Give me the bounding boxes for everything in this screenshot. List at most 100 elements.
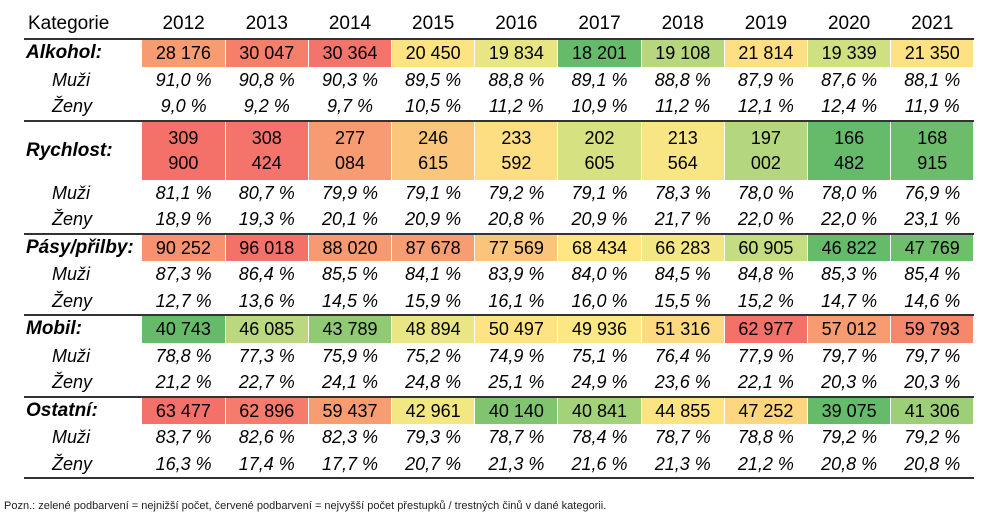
share-cell: 79,1 % bbox=[405, 182, 462, 203]
header-year: 2021 bbox=[911, 13, 954, 34]
women-row-label: Ženy bbox=[52, 290, 93, 311]
men-row-label: Muži bbox=[52, 345, 91, 366]
share-cell: 85,3 % bbox=[821, 264, 878, 284]
total-cell: 40 743 bbox=[142, 315, 226, 343]
share-cell: 79,7 % bbox=[821, 345, 878, 366]
category-label: Ostatní: bbox=[26, 399, 98, 421]
total-row: Pásy/přilby: 90 252 96 018 88 020 87 678 77 5… bbox=[24, 233, 975, 261]
men-row: Muži 83,7 % 82,6 % 82,3 % 79,3 % 78,7 % 78,4 %… bbox=[24, 424, 974, 451]
share-cell: 82,6 % bbox=[238, 427, 295, 447]
header-year: 2013 bbox=[245, 13, 288, 34]
share-cell: 20,3 % bbox=[821, 372, 878, 392]
share-cell: 16,0 % bbox=[571, 290, 628, 311]
share-cell: 90,8 % bbox=[238, 69, 295, 90]
share-cell: 88,1 % bbox=[904, 69, 961, 90]
share-cell: 78,3 % bbox=[654, 182, 711, 203]
share-cell: 88,8 % bbox=[654, 69, 711, 90]
share-cell: 78,8 % bbox=[737, 427, 794, 447]
men-row: Muži 78,8 % 77,3 % 75,9 % 75,2 % 74,9 % 75,1 %… bbox=[24, 343, 974, 370]
total-cell: 213 564 bbox=[641, 120, 725, 180]
share-cell: 78,0 % bbox=[821, 182, 878, 203]
total-cell-line: 615 bbox=[418, 152, 449, 173]
total-cell-line: 605 bbox=[584, 152, 615, 173]
total-cell-line: 915 bbox=[917, 152, 948, 173]
total-cell: 50 497 bbox=[474, 315, 559, 343]
share-cell: 15,9 % bbox=[405, 290, 462, 311]
share-cell: 84,8 % bbox=[737, 264, 794, 284]
category-group: Mobil: 40 743 46 085 43 789 48 894 50 497 49 9… bbox=[24, 315, 975, 397]
women-row-label: Ženy bbox=[52, 372, 93, 392]
share-cell: 23,6 % bbox=[654, 372, 711, 392]
men-row: Muži 87,3 % 86,4 % 85,5 % 84,1 % 83,9 % 84,0 %… bbox=[24, 261, 974, 288]
share-cell: 88,8 % bbox=[488, 69, 545, 90]
men-row: Muži 91,0 % 90,8 % 90,3 % 89,5 % 88,8 % 89,1 %… bbox=[24, 67, 974, 94]
women-row: Ženy 16,3 % 17,4 % 17,7 % 20,7 % 21,3 % 21,6 %… bbox=[24, 451, 974, 479]
share-cell: 85,5 % bbox=[321, 264, 378, 284]
share-cell: 24,8 % bbox=[405, 372, 462, 392]
total-cell: 62 896 bbox=[225, 396, 309, 424]
total-cell-line: 564 bbox=[667, 152, 698, 173]
total-cell: 90 252 bbox=[142, 233, 226, 261]
share-cell: 87,6 % bbox=[821, 69, 878, 90]
total-cell: 19 339 bbox=[807, 39, 892, 67]
share-cell: 79,2 % bbox=[488, 182, 545, 203]
share-cell: 20,9 % bbox=[405, 209, 462, 229]
total-row: Alkohol: 28 176 30 047 30 364 20 450 19 834 18… bbox=[24, 39, 975, 67]
share-cell: 9,0 % bbox=[160, 96, 207, 116]
share-cell: 87,3 % bbox=[155, 264, 212, 284]
share-cell: 10,5 % bbox=[405, 96, 462, 116]
total-cell: 19 108 bbox=[641, 39, 725, 67]
header-year: 2016 bbox=[495, 13, 538, 34]
share-cell: 21,6 % bbox=[571, 453, 628, 474]
total-cell: 47 252 bbox=[724, 396, 809, 424]
share-cell: 79,7 % bbox=[904, 345, 961, 366]
share-cell: 85,4 % bbox=[904, 264, 961, 284]
total-cell-line: 084 bbox=[334, 152, 365, 173]
share-cell: 23,1 % bbox=[904, 209, 961, 229]
header-year: 2018 bbox=[661, 13, 704, 34]
share-cell: 20,8 % bbox=[488, 209, 545, 229]
share-cell: 15,5 % bbox=[654, 290, 711, 311]
share-cell: 83,9 % bbox=[488, 264, 545, 284]
share-cell: 78,7 % bbox=[654, 427, 711, 447]
category-group: Alkohol: 28 176 30 047 30 364 20 450 19 834 18… bbox=[24, 39, 975, 121]
total-cell-line: 002 bbox=[750, 152, 781, 173]
header-year: 2017 bbox=[578, 13, 621, 34]
share-cell: 79,1 % bbox=[571, 182, 628, 203]
total-cell: 30 364 bbox=[308, 39, 393, 67]
share-cell: 22,1 % bbox=[737, 372, 794, 392]
total-cell: 246 615 bbox=[391, 120, 476, 180]
header-year: 2012 bbox=[162, 13, 205, 34]
total-cell: 77 569 bbox=[474, 233, 559, 261]
share-cell: 12,4 % bbox=[821, 96, 878, 116]
share-cell: 20,9 % bbox=[571, 209, 628, 229]
total-cell: 87 678 bbox=[391, 233, 476, 261]
total-cell-line: 308 bbox=[251, 127, 282, 148]
total-cell: 59 437 bbox=[308, 396, 393, 424]
total-cell: 43 789 bbox=[308, 315, 393, 343]
total-cell: 19 834 bbox=[474, 39, 559, 67]
total-cell: 48 894 bbox=[391, 315, 476, 343]
share-cell: 24,9 % bbox=[571, 372, 628, 392]
share-cell: 18,9 % bbox=[155, 209, 212, 229]
total-cell: 21 350 bbox=[890, 39, 975, 67]
share-cell: 15,2 % bbox=[737, 290, 794, 311]
total-cell: 40 841 bbox=[557, 396, 642, 424]
total-cell: 309 900 bbox=[142, 120, 226, 180]
category-group: Ostatní: 63 477 62 896 59 437 42 961 40 140 40… bbox=[24, 396, 975, 479]
total-cell: 197 002 bbox=[724, 120, 809, 180]
header-year: 2015 bbox=[412, 13, 455, 34]
category-label: Mobil: bbox=[26, 318, 82, 339]
total-cell-line: 166 bbox=[834, 127, 865, 148]
total-cell: 21 814 bbox=[724, 39, 809, 67]
men-row-label: Muži bbox=[52, 182, 91, 203]
share-cell: 22,7 % bbox=[238, 372, 295, 392]
category-group: Pásy/přilby: 90 252 96 018 88 020 87 678 77 5… bbox=[24, 233, 975, 315]
share-cell: 77,9 % bbox=[737, 345, 794, 366]
share-cell: 87,9 % bbox=[737, 69, 794, 90]
total-cell: 46 085 bbox=[225, 315, 309, 343]
total-cell: 46 822 bbox=[807, 233, 892, 261]
share-cell: 89,1 % bbox=[571, 69, 628, 90]
category-label: Pásy/přilby: bbox=[26, 236, 134, 258]
footnote: Pozn.: zelené podbarvení = nejnižší poče… bbox=[4, 500, 607, 512]
